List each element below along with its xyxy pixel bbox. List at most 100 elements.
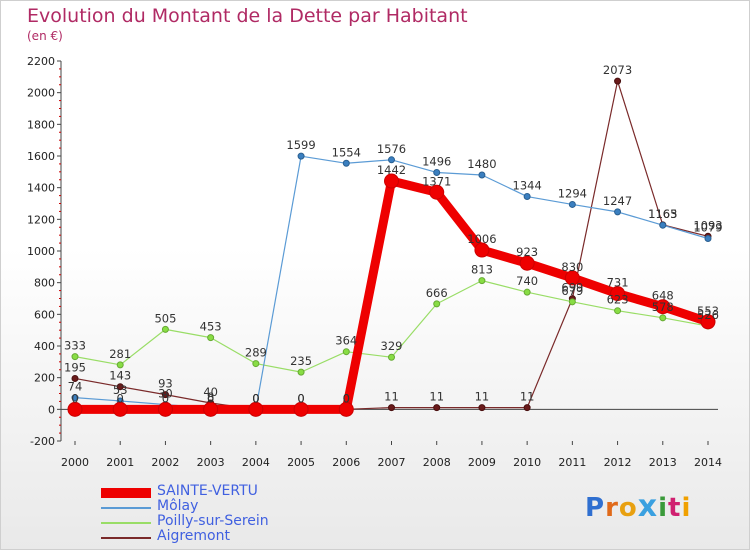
y-tick-label: 0	[48, 403, 55, 416]
data-point-aigremont	[388, 404, 395, 412]
x-tick-label: 2005	[287, 456, 315, 469]
y-tick-label: -200	[30, 435, 55, 448]
data-label-sainte-vertu: 0	[71, 391, 78, 405]
data-point-aigremont	[478, 404, 486, 412]
data-point-sainte-vertu	[429, 184, 445, 200]
data-label-poilly-sur-serein: 740	[516, 274, 538, 288]
data-label-sainte-vertu: 1371	[422, 174, 451, 188]
x-tick-label: 2004	[242, 456, 270, 469]
data-point-sainte-vertu	[655, 299, 671, 315]
data-point-m-lay	[704, 234, 712, 242]
y-tick-label: 800	[34, 277, 55, 290]
data-label-poilly-sur-serein: 289	[245, 346, 267, 360]
data-point-poilly-sur-serein	[342, 348, 350, 356]
y-tick-label: 2200	[27, 55, 55, 68]
data-label-m-lay: 1554	[332, 145, 361, 159]
data-point-sainte-vertu	[700, 314, 716, 330]
legend-swatch	[101, 488, 151, 498]
data-point-aigremont	[523, 404, 531, 412]
data-label-aigremont: 40	[203, 385, 218, 399]
logo-letter: x	[637, 489, 659, 524]
data-point-aigremont	[614, 77, 622, 85]
legend-label: Môlay	[157, 498, 199, 514]
logo-letter: r	[605, 493, 619, 523]
y-tick-label: 1600	[27, 150, 55, 163]
data-label-poilly-sur-serein: 453	[200, 320, 222, 334]
data-point-poilly-sur-serein	[523, 288, 531, 296]
data-label-poilly-sur-serein: 623	[607, 293, 629, 307]
data-point-m-lay	[433, 168, 441, 176]
x-tick-label: 2003	[197, 456, 225, 469]
legend-label: Aigremont	[157, 528, 230, 544]
data-point-m-lay	[388, 156, 395, 164]
data-label-m-lay: 30	[158, 387, 173, 401]
data-label-poilly-sur-serein: 578	[652, 300, 674, 314]
data-label-sainte-vertu: 0	[117, 391, 124, 405]
data-label-m-lay: 8	[207, 390, 214, 404]
data-label-aigremont: 93	[158, 377, 173, 391]
x-tick-label: 2000	[61, 456, 89, 469]
data-point-m-lay	[568, 200, 576, 208]
data-point-sainte-vertu	[474, 242, 490, 258]
data-label-poilly-sur-serein: 813	[471, 263, 493, 277]
data-label-aigremont: 2073	[603, 63, 632, 77]
data-label-sainte-vertu: 1006	[467, 232, 496, 246]
data-point-aigremont	[71, 374, 79, 382]
legend-label: Poilly-sur-Serein	[157, 513, 269, 529]
data-label-m-lay: 1576	[377, 142, 406, 156]
y-tick-label: 200	[34, 372, 55, 385]
data-label-sainte-vertu: 923	[516, 245, 538, 259]
x-tick-label: 2011	[558, 456, 586, 469]
y-tick-label: 1200	[27, 213, 55, 226]
x-tick-label: 2010	[513, 456, 541, 469]
data-label-m-lay: 1480	[467, 157, 496, 171]
data-label-poilly-sur-serein: 666	[426, 286, 448, 300]
data-point-poilly-sur-serein	[659, 314, 667, 322]
data-point-m-lay	[659, 221, 667, 229]
data-label-aigremont: 11	[429, 390, 444, 404]
data-point-m-lay	[342, 159, 350, 167]
data-point-poilly-sur-serein	[478, 277, 486, 285]
data-label-poilly-sur-serein: 281	[109, 347, 131, 361]
data-label-aigremont: 1165	[648, 207, 677, 221]
x-tick-label: 2009	[468, 456, 496, 469]
data-point-sainte-vertu	[610, 286, 626, 302]
data-label-sainte-vertu: 731	[607, 276, 629, 290]
data-label-m-lay: 74	[68, 380, 83, 394]
data-label-poilly-sur-serein: 679	[561, 284, 583, 298]
data-label-sainte-vertu: 830	[561, 260, 583, 274]
data-label-sainte-vertu: 648	[652, 289, 674, 303]
y-tick-label: 1800	[27, 118, 55, 131]
data-label-sainte-vertu: 0	[207, 391, 214, 405]
data-label-m-lay: 1344	[513, 179, 542, 193]
data-label-aigremont: 0	[252, 391, 259, 405]
data-label-m-lay: 1599	[286, 138, 315, 152]
data-point-aigremont	[116, 383, 124, 391]
data-label-poilly-sur-serein: 364	[335, 334, 357, 348]
data-point-poilly-sur-serein	[161, 325, 169, 333]
y-tick-label: 2000	[27, 87, 55, 100]
y-tick-label: 400	[34, 340, 55, 353]
data-label-sainte-vertu: 553	[697, 304, 719, 318]
data-label-m-lay: 1247	[603, 194, 632, 208]
data-label-aigremont: 11	[384, 390, 399, 404]
logo-letter: i	[658, 493, 669, 523]
data-point-poilly-sur-serein	[388, 353, 395, 361]
legend-swatch	[101, 507, 151, 509]
x-tick-label: 2001	[106, 456, 134, 469]
data-label-aigremont: 11	[475, 390, 490, 404]
chart-title: Evolution du Montant de la Dette par Hab…	[27, 5, 468, 27]
data-point-sainte-vertu	[293, 401, 309, 417]
legend-swatch	[101, 522, 151, 524]
data-label-sainte-vertu: 0	[343, 391, 350, 405]
data-point-poilly-sur-serein	[252, 360, 260, 368]
data-point-poilly-sur-serein	[116, 361, 124, 369]
data-label-m-lay: 1294	[558, 186, 587, 200]
x-tick-label: 2006	[332, 456, 360, 469]
y-tick-label: 1000	[27, 245, 55, 258]
data-point-m-lay	[297, 152, 305, 160]
logo-letter: i	[681, 493, 692, 523]
data-label-aigremont: 195	[64, 360, 86, 374]
data-label-sainte-vertu: 0	[297, 391, 304, 405]
